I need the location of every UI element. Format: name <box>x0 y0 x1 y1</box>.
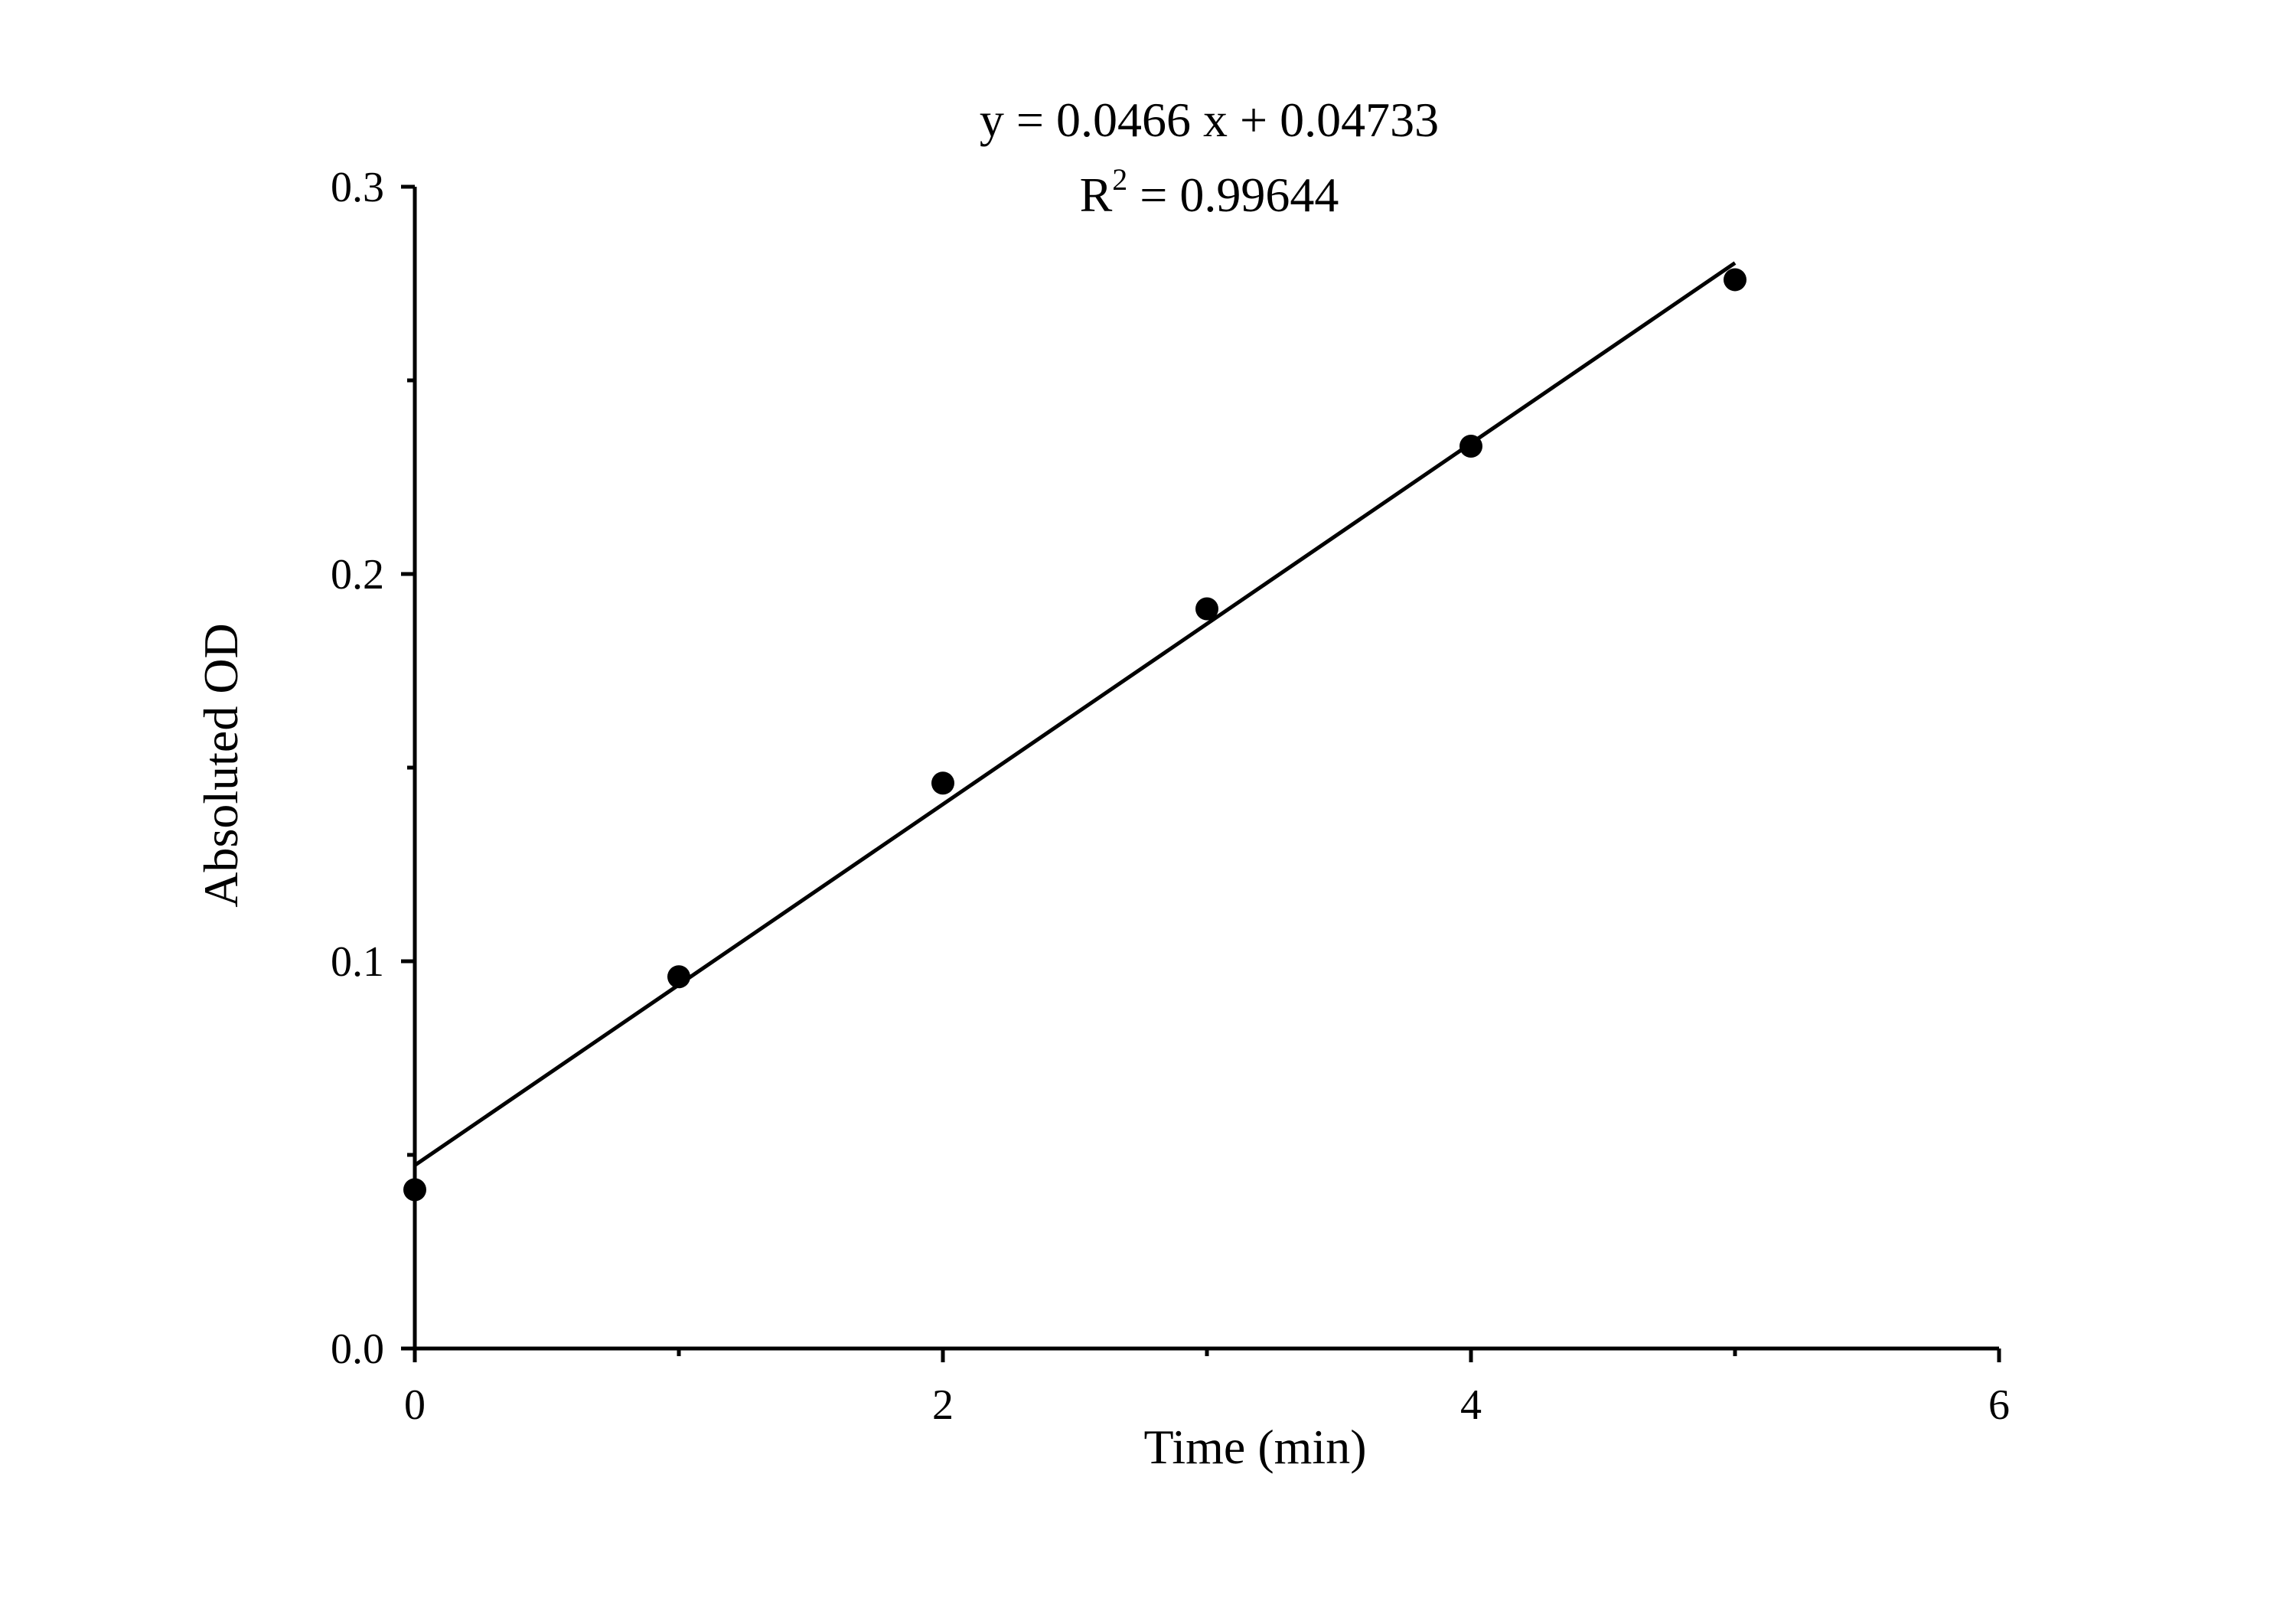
data-point <box>931 771 954 795</box>
r-squared: R2 = 0.99644 <box>1080 162 1339 222</box>
data-point <box>403 1178 426 1202</box>
data-points <box>403 268 1746 1202</box>
x-tick-label: 6 <box>1988 1381 2010 1429</box>
x-tick-label: 0 <box>404 1381 426 1429</box>
y-tick-label: 0.2 <box>331 551 384 598</box>
fit-annotation: y = 0.0466 x + 0.04733 R2 = 0.99644 <box>980 93 1439 222</box>
y-axis-title: Absoluted OD <box>194 623 248 908</box>
regression-line <box>413 261 1737 1167</box>
data-point <box>667 965 690 989</box>
y-tick-label: 0.1 <box>331 938 384 986</box>
data-point <box>1195 597 1218 621</box>
x-tick-label: 4 <box>1460 1381 1482 1429</box>
r-squared-superscript: 2 <box>1112 162 1127 197</box>
y-tick-label: 0.0 <box>331 1326 384 1373</box>
x-axis-title: Time (min) <box>1144 1420 1367 1474</box>
fit-line-layer <box>413 261 1737 1167</box>
x-tick-label: 2 <box>932 1381 954 1429</box>
fit-equation: y = 0.0466 x + 0.04733 <box>980 93 1439 147</box>
data-point <box>1459 435 1482 458</box>
data-point <box>1724 268 1746 292</box>
axes: 0 2 4 6 0.0 0.1 0.2 0.3 <box>331 164 2010 1429</box>
y-tick-label: 0.3 <box>331 164 384 211</box>
